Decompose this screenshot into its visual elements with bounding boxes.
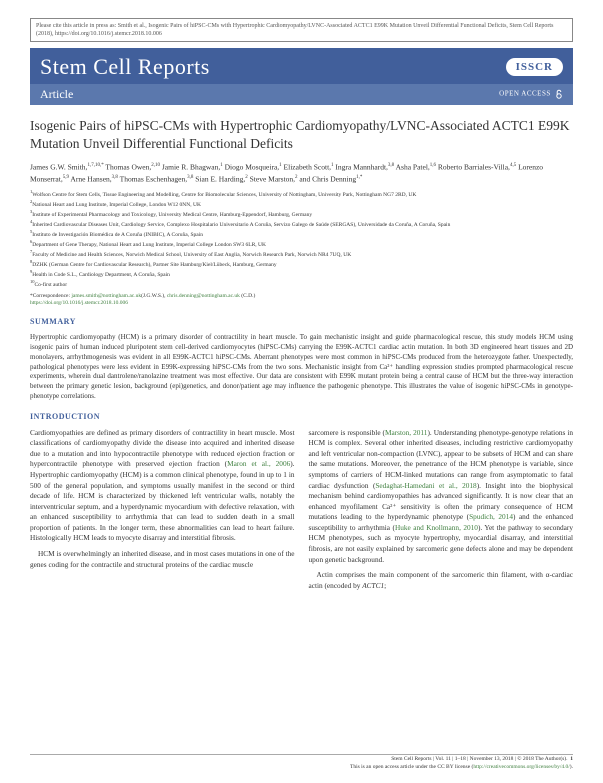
- intro-col-right: sarcomere is responsible (Marston, 2011)…: [309, 428, 574, 597]
- intro-header: INTRODUCTION: [30, 412, 573, 423]
- journal-name: Stem Cell Reports: [40, 52, 210, 82]
- article-title: Isogenic Pairs of hiPSC-CMs with Hypertr…: [30, 117, 573, 152]
- affiliation-line: 5Instituto de Investigación Biomédica de…: [30, 229, 573, 239]
- citation-box: Please cite this article in press as: Sm…: [30, 18, 573, 42]
- intro-p2: HCM is overwhelmingly an inherited disea…: [30, 549, 295, 570]
- intro-p4: Actin comprises the main component of th…: [309, 570, 574, 591]
- email-link-1[interactable]: james.smith@nottingham.ac.uk: [71, 293, 141, 299]
- intro-p3: sarcomere is responsible (Marston, 2011)…: [309, 428, 574, 566]
- summary-header: SUMMARY: [30, 317, 573, 328]
- intro-columns: Cardiomyopathies are defined as primary …: [30, 428, 573, 597]
- affiliation-line: 10Co-first author: [30, 279, 573, 289]
- page-footer: Stem Cell Reports | Vol. 11 | 1–18 | Nov…: [30, 754, 573, 771]
- affiliation-line: 8DZHK (German Centre for Cardiovascular …: [30, 259, 573, 269]
- open-access-badge: OPEN ACCESS: [499, 89, 563, 99]
- affiliations: 1Wolfson Centre for Stem Cells, Tissue E…: [30, 189, 573, 289]
- email-link-2[interactable]: chris.denning@nottingham.ac.uk: [167, 293, 240, 299]
- journal-header: Stem Cell Reports ISSCR: [30, 48, 573, 84]
- intro-p1: Cardiomyopathies are defined as primary …: [30, 428, 295, 544]
- summary-text: Hypertrophic cardiomyopathy (HCM) is a p…: [30, 333, 573, 402]
- affiliation-line: 4Inherited Cardiovascular Diseases Unit,…: [30, 219, 573, 229]
- page-number: 1: [570, 756, 573, 762]
- open-access-icon: [555, 89, 563, 99]
- author-list: James G.W. Smith,1,7,10,* Thomas Owen,2,…: [30, 162, 573, 185]
- affiliation-line: 2National Heart and Lung Institute, Impe…: [30, 199, 573, 209]
- doi-link[interactable]: https://doi.org/10.1016/j.stemcr.2018.10…: [30, 300, 128, 306]
- affiliation-line: 9Health in Code S.L., Cardiology Departm…: [30, 269, 573, 279]
- license-link[interactable]: http://creativecommons.org/licenses/by/4…: [473, 764, 569, 770]
- isscr-badge: ISSCR: [506, 58, 563, 77]
- article-bar: Article OPEN ACCESS: [30, 84, 573, 105]
- affiliation-line: 1Wolfson Centre for Stem Cells, Tissue E…: [30, 189, 573, 199]
- correspondence: *Correspondence: james.smith@nottingham.…: [30, 293, 573, 308]
- article-label: Article: [40, 86, 73, 102]
- affiliation-line: 7Faculty of Medicine and Health Sciences…: [30, 249, 573, 259]
- intro-col-left: Cardiomyopathies are defined as primary …: [30, 428, 295, 597]
- affiliation-line: 3Institute of Experimental Pharmacology …: [30, 209, 573, 219]
- affiliation-line: 6Department of Gene Therapy, National He…: [30, 239, 573, 249]
